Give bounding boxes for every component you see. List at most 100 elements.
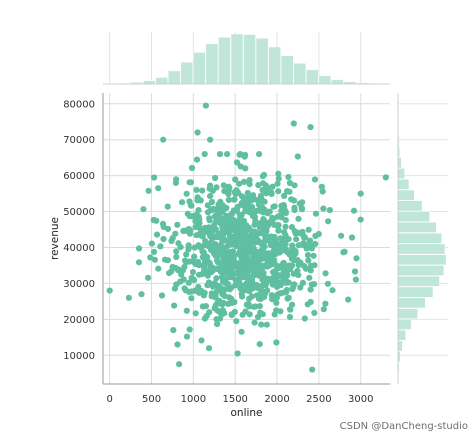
scatter-point (220, 269, 227, 276)
scatter-point (382, 174, 389, 181)
scatter-point (140, 206, 147, 213)
scatter-point (261, 289, 268, 296)
scatter-point (228, 267, 235, 274)
scatter-point (186, 213, 193, 220)
scatter-point (205, 345, 213, 352)
scatter-point (283, 269, 290, 276)
scatter-point (211, 213, 218, 220)
scatter-point (210, 205, 217, 212)
y-tick-label: 40000 (63, 243, 95, 254)
scatter-point (312, 240, 319, 247)
scatter-point (233, 318, 240, 325)
right-hist-bar (397, 168, 405, 179)
scatter-point (193, 232, 200, 239)
scatter-point (217, 242, 224, 249)
scatter-point (297, 284, 304, 291)
scatter-point (319, 188, 326, 195)
scatter-point (188, 274, 195, 282)
scatter-point (151, 174, 158, 181)
scatter-point (195, 242, 202, 249)
y-tick-label: 30000 (63, 279, 95, 290)
scatter-point (207, 193, 214, 200)
scatter-point (275, 188, 282, 195)
scatter-point (164, 257, 171, 264)
scatter-point (295, 215, 302, 222)
scatter-point (259, 311, 266, 318)
scatter-point (242, 151, 249, 158)
scatter-point (257, 198, 264, 205)
scatter-point (193, 186, 200, 193)
scatter-point (245, 300, 252, 307)
scatter-point (326, 207, 333, 214)
scatter-point (204, 257, 211, 264)
scatter-point (256, 341, 263, 348)
scatter-point (308, 281, 315, 288)
scatter-point (306, 274, 313, 281)
scatter-point (324, 280, 331, 287)
scatter-point (164, 225, 172, 232)
scatter-point (293, 236, 300, 243)
scatter-point (320, 205, 327, 212)
scatter-point (199, 270, 206, 278)
scatter-point (236, 180, 243, 187)
scatter-point (258, 220, 265, 227)
scatter-point (170, 327, 177, 334)
scatter-point (284, 188, 291, 195)
scatter-point (255, 272, 262, 279)
scatter-point (312, 232, 319, 240)
scatter-point (284, 295, 291, 302)
scatter-point (237, 259, 244, 266)
scatter-point (294, 153, 301, 160)
scatter-point (220, 299, 227, 307)
scatter-point (232, 176, 239, 183)
scatter-point (171, 302, 178, 309)
scatter-point (188, 164, 196, 172)
scatter-point (172, 179, 179, 186)
scatter-point (150, 248, 158, 255)
right-hist-bar (397, 329, 406, 341)
scatter-point (174, 341, 181, 348)
y-tick-label: 80000 (63, 99, 95, 110)
scatter-point (213, 316, 220, 323)
scatter-point (272, 275, 280, 282)
scatter-point (270, 269, 277, 276)
scatter-point (155, 185, 162, 192)
scatter-point (214, 259, 221, 266)
y-tick-labels: 10000 20000 30000 40000 50000 60000 70000 80000 (63, 99, 95, 361)
scatter-point (255, 295, 262, 302)
scatter-point (352, 276, 359, 283)
scatter-point (181, 263, 188, 271)
scatter-point (145, 274, 152, 281)
scatter-point (256, 151, 263, 158)
scatter-point (175, 240, 182, 247)
scatter-point (228, 284, 235, 291)
scatter-point (353, 255, 360, 262)
scatter-point (237, 285, 244, 292)
scatter-point (125, 294, 132, 301)
scatter-point (307, 124, 314, 131)
x-tick-label: 0 (107, 394, 113, 405)
scatter-point (184, 228, 192, 235)
scatter-point (259, 186, 266, 194)
scatter-point (223, 253, 230, 260)
scatter-point (226, 229, 233, 236)
scatter-point (275, 170, 282, 177)
scatter-point (286, 179, 293, 187)
scatter-point (231, 196, 238, 203)
scatter-point (226, 184, 233, 191)
scatter-point (351, 268, 359, 275)
top-hist-bar (193, 52, 206, 85)
scatter-point (209, 264, 216, 271)
scatter-point (273, 299, 280, 306)
scatter-point (220, 203, 227, 211)
scatter-point (301, 315, 308, 322)
scatter-point (182, 287, 189, 294)
right-hist-bar (397, 179, 410, 190)
scatter-point (228, 295, 235, 302)
scatter-point (233, 187, 240, 194)
scatter-point (207, 136, 214, 143)
scatter-point (307, 267, 314, 274)
scatter-point (258, 282, 266, 289)
scatter-point (282, 223, 289, 230)
scatter-point (251, 195, 258, 203)
